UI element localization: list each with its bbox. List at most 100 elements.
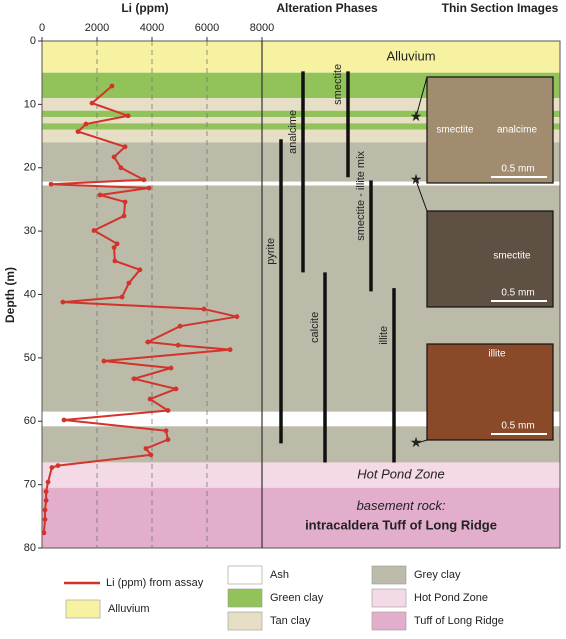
li-point [89, 100, 95, 106]
images-title: Thin Section Images [442, 1, 559, 15]
li-point [122, 199, 128, 205]
li-point [234, 314, 240, 320]
legend-swatch [371, 611, 407, 631]
phase-label: pyrite [265, 238, 277, 265]
li-point [145, 339, 151, 345]
li-point [43, 489, 49, 494]
li-point [48, 181, 54, 187]
x-tick-label: 0 [39, 22, 45, 34]
legend-label: Ash [270, 569, 289, 581]
li-point [61, 417, 67, 423]
image-label: 0.5 mm [501, 164, 534, 175]
y-axis-label: Depth (m) [3, 267, 17, 323]
y-tick-label: 80 [24, 542, 36, 554]
zone-label: Hot Pond Zone [357, 467, 444, 482]
image-label: analcime [497, 125, 537, 136]
legend-label: Tuff of Long Ridge [414, 615, 504, 627]
star: ★ [410, 108, 423, 124]
thin-section [426, 210, 554, 308]
zone-label: basement rock: [357, 498, 446, 513]
li-point [83, 121, 89, 127]
li-point [201, 306, 207, 312]
zone-label: intracaldera Tuff of Long Ridge [305, 517, 497, 532]
li-point [41, 530, 47, 536]
image-label: smectite [436, 125, 474, 136]
y-tick-label: 60 [24, 415, 36, 427]
li-point [45, 479, 51, 485]
stratum [42, 462, 560, 488]
x-tick-label: 8000 [250, 22, 274, 34]
phase-label: smectite - illite mix [355, 150, 367, 240]
li-point [173, 386, 179, 392]
stratum [42, 41, 560, 73]
y-tick-label: 50 [24, 352, 36, 364]
li-title: Li (ppm) [121, 1, 168, 15]
li-point [165, 437, 171, 443]
li-point [118, 165, 124, 171]
x-tick-label: 6000 [195, 22, 219, 34]
legend-label: Hot Pond Zone [414, 592, 488, 604]
legend-swatch [65, 599, 101, 619]
image-label: illite [488, 349, 506, 360]
li-point [55, 463, 61, 469]
li-point [112, 258, 118, 264]
y-tick-label: 70 [24, 479, 36, 491]
leader [415, 76, 428, 118]
legend-label: Green clay [270, 592, 324, 604]
li-point [49, 465, 55, 470]
li-point [148, 452, 154, 458]
y-tick-label: 40 [24, 288, 36, 300]
li-point [131, 376, 137, 382]
phase-label: smectite [332, 64, 344, 105]
thin-section [426, 76, 554, 184]
li-point [43, 498, 49, 503]
stratum [42, 181, 560, 186]
legend-swatch [227, 611, 263, 631]
li-point [122, 144, 128, 150]
li-point [177, 323, 183, 329]
legend-label: Alluvium [108, 603, 150, 615]
li-point [101, 358, 107, 364]
legend-label: Grey clay [414, 569, 461, 581]
li-point [42, 517, 48, 522]
thin-section [426, 343, 554, 441]
legend-label: Li (ppm) from assay [106, 577, 204, 589]
phase-label: calcite [309, 312, 321, 343]
image-label: 0.5 mm [501, 421, 534, 432]
image-label: 0.5 mm [501, 288, 534, 299]
image-label: smectite [493, 251, 531, 262]
li-point [125, 113, 131, 119]
li-point [109, 83, 115, 89]
stratum [42, 110, 560, 118]
zone-label: Alluvium [386, 48, 435, 63]
legend-swatch [227, 588, 263, 608]
star: ★ [410, 434, 423, 450]
legend-label: Tan clay [270, 615, 311, 627]
li-point [111, 154, 117, 160]
phase-label: illite [378, 326, 390, 345]
li-point [114, 241, 120, 247]
legend-swatch [371, 588, 407, 608]
x-tick-label: 4000 [140, 22, 164, 34]
stratum [42, 487, 560, 548]
li-point [175, 342, 181, 348]
phases-title: Alteration Phases [276, 1, 378, 15]
li-point [111, 245, 117, 251]
li-point [91, 228, 97, 233]
star: ★ [410, 171, 423, 187]
phase-label: analcime [287, 110, 299, 154]
y-tick-label: 10 [24, 98, 36, 110]
li-point [60, 299, 66, 305]
legend-swatch [227, 565, 263, 585]
x-tick-label: 2000 [85, 22, 109, 34]
leader [415, 180, 428, 212]
li-point [147, 396, 153, 402]
li-point [137, 267, 143, 273]
li-point [97, 192, 103, 198]
li-point [165, 408, 171, 413]
stratum [42, 123, 560, 130]
li-point [143, 446, 149, 451]
li-point [168, 365, 174, 371]
stratum [42, 117, 560, 124]
